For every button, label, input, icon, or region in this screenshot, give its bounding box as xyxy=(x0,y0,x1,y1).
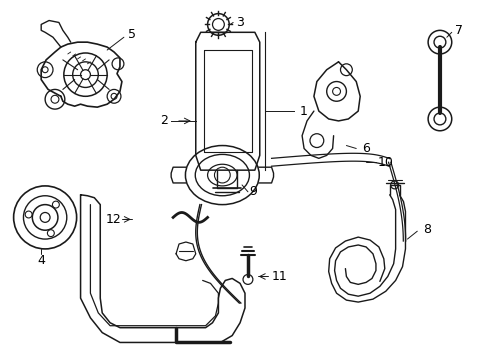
Circle shape xyxy=(433,113,445,125)
Text: 12: 12 xyxy=(106,213,122,226)
Circle shape xyxy=(427,30,451,54)
Text: 1: 1 xyxy=(300,105,307,118)
Text: 7: 7 xyxy=(454,24,462,37)
Text: 3: 3 xyxy=(236,16,244,29)
Text: 10: 10 xyxy=(377,156,393,169)
Circle shape xyxy=(433,36,445,48)
Text: 5: 5 xyxy=(127,28,136,41)
Text: 6: 6 xyxy=(362,142,369,155)
Circle shape xyxy=(427,107,451,131)
Text: 11: 11 xyxy=(271,270,287,283)
Text: 8: 8 xyxy=(422,223,430,236)
Text: 2: 2 xyxy=(160,114,168,127)
Text: 4: 4 xyxy=(37,254,45,267)
Text: 9: 9 xyxy=(248,185,256,198)
